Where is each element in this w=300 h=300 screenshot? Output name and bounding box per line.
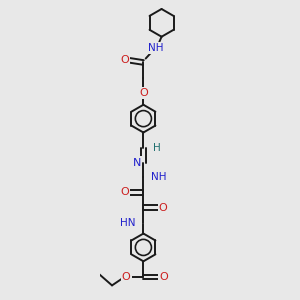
Text: O: O — [139, 88, 148, 98]
Text: H: H — [153, 143, 160, 153]
Text: NH: NH — [148, 43, 164, 52]
Text: O: O — [122, 272, 130, 282]
Text: O: O — [160, 272, 168, 282]
Text: NH: NH — [151, 172, 167, 182]
Text: O: O — [120, 55, 129, 65]
Text: O: O — [120, 187, 129, 197]
Text: O: O — [159, 203, 168, 213]
Text: N: N — [133, 158, 141, 167]
Text: HN: HN — [120, 218, 136, 228]
